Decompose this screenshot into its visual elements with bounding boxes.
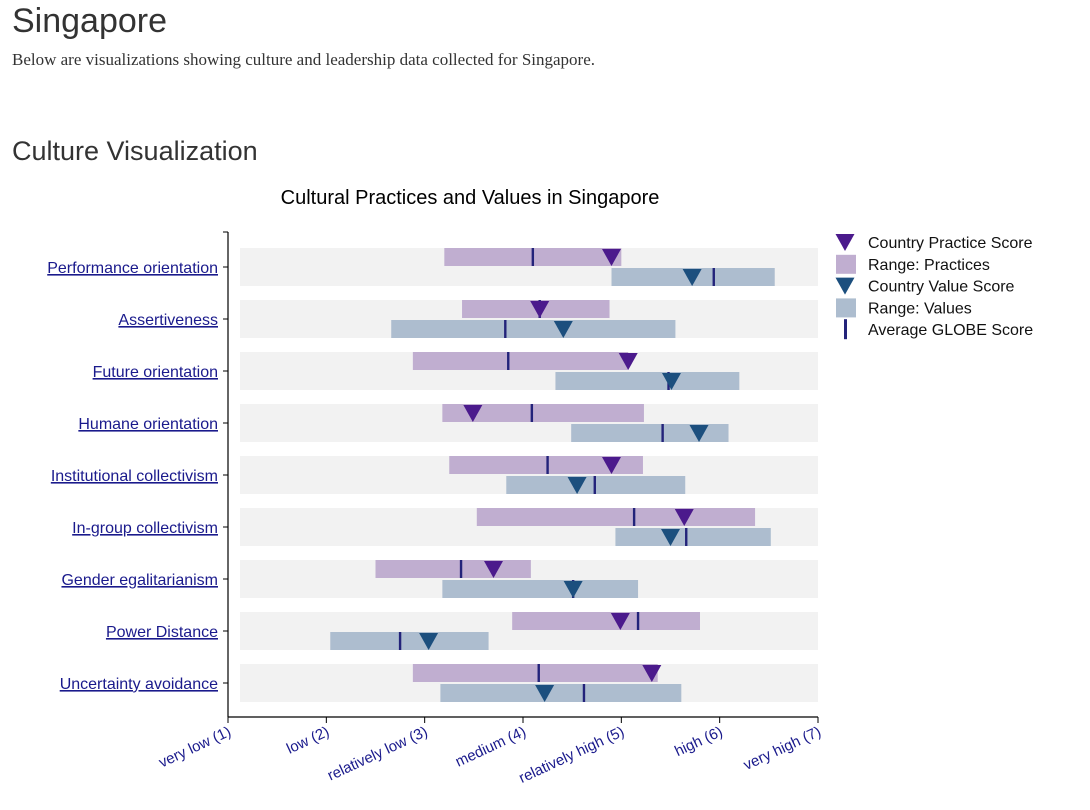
value-range-bar: [555, 372, 740, 390]
dimension-row: Uncertainty avoidance: [60, 664, 818, 702]
legend-item: Average GLOBE Score: [844, 319, 1033, 340]
dimension-row: Performance orientation: [47, 248, 818, 286]
legend-label: Range: Values: [868, 300, 972, 317]
practice-score-marker: [674, 509, 694, 526]
dimension-row: Assertiveness: [118, 300, 818, 338]
practice-score-marker: [618, 353, 638, 370]
value-score-marker: [661, 373, 681, 390]
legend-label: Country Value Score: [868, 279, 1015, 296]
x-tick-label: low (2): [284, 723, 332, 757]
legend: Country Practice Score Range: Practices Co…: [835, 234, 1033, 340]
dimension-label-link[interactable]: Institutional collectivism: [51, 468, 218, 485]
legend-swatch-triangle: [835, 234, 855, 251]
page-subtitle: Below are visualizations showing culture…: [12, 50, 596, 69]
legend-swatch-triangle: [835, 277, 855, 295]
legend-swatch-range: [836, 254, 856, 274]
practice-range-bar: [412, 352, 629, 370]
practice-range-bar: [375, 560, 531, 578]
value-average-mark: [661, 424, 664, 442]
practice-score-marker: [602, 249, 621, 266]
value-score-marker: [682, 269, 702, 286]
value-score-marker: [553, 321, 573, 338]
dimension-row: Power Distance: [106, 612, 818, 650]
dimension-row: Institutional collectivism: [51, 456, 818, 494]
chart-title: Cultural Practices and Values in Singapo…: [281, 187, 660, 209]
legend-item: Country Value Score: [835, 277, 1015, 296]
legend-label: Average GLOBE Score: [868, 322, 1033, 339]
practice-range-bar: [476, 508, 756, 526]
dimension-label-link[interactable]: In-group collectivism: [72, 520, 218, 537]
value-average-mark: [593, 476, 596, 494]
value-average-mark: [712, 268, 715, 286]
practice-range-bar: [442, 404, 644, 422]
x-tick-label: relatively low (3): [325, 723, 430, 784]
value-average-mark: [504, 320, 507, 338]
dimension-row: Humane orientation: [78, 404, 818, 442]
practice-range-bar: [449, 456, 643, 474]
practice-score-marker: [610, 613, 630, 630]
x-tick-label: relatively high (5): [516, 723, 627, 787]
value-average-mark: [685, 528, 688, 546]
dimension-label-link[interactable]: Uncertainty avoidance: [60, 676, 218, 693]
section-heading: Culture Visualization: [12, 136, 258, 166]
practice-average-mark: [531, 248, 535, 266]
legend-label: Range: Practices: [868, 257, 990, 274]
legend-label: Country Practice Score: [868, 235, 1033, 252]
x-tick-label: high (6): [672, 723, 725, 760]
dimension-label-link[interactable]: Assertiveness: [118, 312, 218, 329]
practice-score-marker: [463, 405, 483, 422]
practice-score-marker: [642, 665, 662, 682]
practice-score-marker: [484, 561, 503, 578]
practice-average-mark: [546, 456, 549, 474]
value-range-bar: [391, 320, 676, 338]
value-score-marker: [689, 425, 709, 442]
dimension-label-link[interactable]: Humane orientation: [78, 416, 218, 433]
legend-item: Range: Practices: [836, 254, 990, 274]
practice-average-mark: [636, 612, 640, 630]
dimension-label-link[interactable]: Gender egalitarianism: [61, 572, 218, 589]
dimension-row: In-group collectivism: [72, 508, 818, 546]
practice-range-bar: [512, 612, 700, 630]
legend-swatch-average: [844, 319, 847, 340]
dimension-label-link[interactable]: Power Distance: [106, 624, 218, 641]
practice-score-marker: [602, 457, 621, 474]
practice-average-mark: [632, 508, 636, 526]
value-range-bar: [571, 424, 729, 442]
legend-item: Country Practice Score: [835, 234, 1033, 252]
practice-average-mark: [530, 404, 534, 422]
x-tick-label: very high (7): [741, 723, 824, 774]
practice-average-mark: [459, 560, 463, 578]
value-score-marker: [419, 633, 439, 650]
dimension-label-link[interactable]: Performance orientation: [47, 260, 218, 277]
legend-swatch-range: [836, 298, 856, 318]
practice-score-marker: [530, 301, 550, 318]
value-score-marker: [535, 685, 555, 702]
legend-item: Range: Values: [836, 298, 972, 318]
dimension-row: Gender egalitarianism: [61, 560, 818, 598]
value-average-mark: [582, 684, 586, 702]
value-range-bar: [440, 684, 682, 702]
value-average-mark: [398, 632, 402, 650]
value-range-bar: [615, 528, 771, 546]
practice-range-bar: [412, 664, 658, 682]
practice-average-mark: [507, 352, 510, 370]
value-score-marker: [567, 477, 587, 494]
x-tick-label: medium (4): [453, 723, 529, 770]
value-range-bar: [442, 580, 639, 598]
x-tick-label: very low (1): [156, 723, 233, 771]
value-range-bar: [330, 632, 489, 650]
page-title: Singapore: [12, 2, 168, 40]
value-score-marker: [563, 581, 583, 598]
dimension-row: Future orientation: [93, 352, 818, 390]
dimension-label-link[interactable]: Future orientation: [93, 364, 218, 381]
value-score-marker: [661, 529, 680, 546]
practice-average-mark: [537, 664, 540, 682]
